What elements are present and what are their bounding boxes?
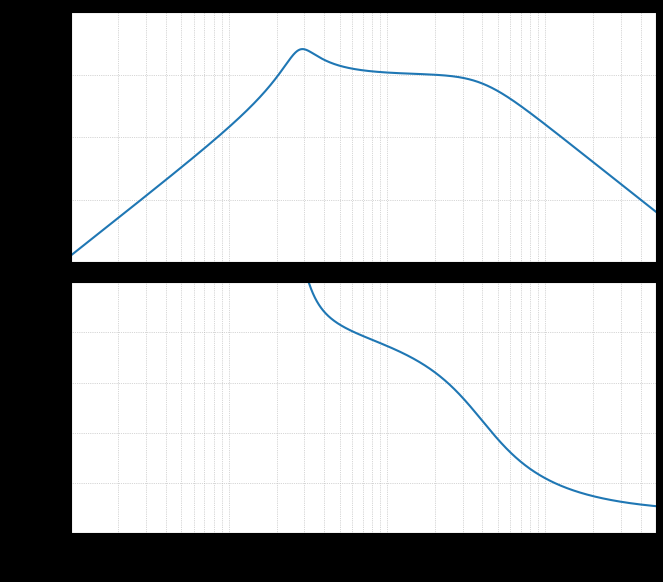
Y-axis label: Magnitude [dB]: Magnitude [dB] [15,83,29,191]
X-axis label: Frequency [Hz]: Frequency [Hz] [311,561,416,575]
Y-axis label: Phase [deg]: Phase [deg] [7,366,21,449]
